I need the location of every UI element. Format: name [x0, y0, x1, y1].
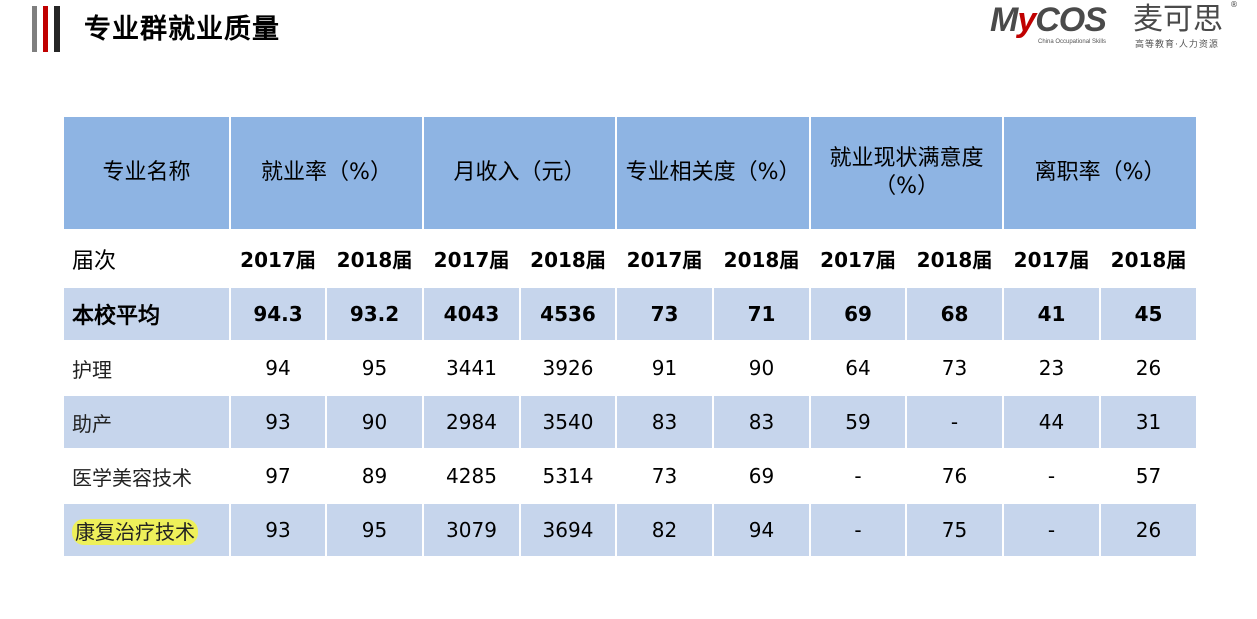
table-cell: 83	[712, 394, 812, 450]
table-cell: 4285	[422, 448, 521, 504]
decor-bar-red	[43, 6, 48, 52]
table-row: 康复治疗技术 93 95 3079 3694 82 94 - 75 - 26	[62, 502, 1199, 558]
employment-quality-table: 专业名称 就业率（%） 月收入（元） 专业相关度（%） 就业现状满意度（%） 离…	[62, 115, 1199, 558]
table-cell: 26	[1099, 340, 1199, 396]
row-label: 本校平均	[62, 286, 231, 342]
row-label: 医学美容技术	[62, 448, 231, 504]
row-label: 助产	[62, 394, 231, 450]
table-cell: 76	[905, 448, 1005, 504]
table-cell: 3441	[422, 340, 521, 396]
col-header-monthly-income: 月收入（元）	[421, 115, 618, 231]
year-cell: 2017届	[809, 229, 908, 288]
table-cell: 82	[615, 502, 715, 558]
col-header-relevance: 专业相关度（%）	[615, 115, 812, 231]
logo-subtitle-en: China Occupational Skills	[1038, 39, 1107, 45]
col-header-major: 专业名称	[62, 115, 231, 231]
table-cell: 94.3	[229, 286, 327, 342]
year-cell: 2017届	[615, 229, 715, 288]
table-cell: 23	[1002, 340, 1102, 396]
table-cell: -	[1002, 448, 1102, 504]
table-cell: 44	[1002, 394, 1102, 450]
table-cell: 59	[809, 394, 908, 450]
table-row: 本校平均 94.3 93.2 4043 4536 73 71 69 68 41 …	[62, 286, 1199, 342]
table-cell: -	[809, 502, 908, 558]
year-cell: 2017届	[1002, 229, 1102, 288]
year-cell: 2018届	[325, 229, 424, 288]
table-cell: 57	[1099, 448, 1199, 504]
table-cell: 94	[229, 340, 327, 396]
table-cell: 3540	[518, 394, 618, 450]
table-cell: 90	[712, 340, 812, 396]
decor-bar-gray	[32, 6, 37, 52]
table-cell: 69	[712, 448, 812, 504]
table-cell: 93	[229, 502, 327, 558]
logo-registered-mark: ®	[1230, 0, 1238, 9]
row-label-highlighted: 康复治疗技术	[62, 502, 231, 558]
table-cell: 69	[809, 286, 908, 342]
table-cell: 71	[712, 286, 812, 342]
cohort-label: 届次	[62, 229, 231, 288]
year-cell: 2018届	[518, 229, 618, 288]
table-cell: 3926	[518, 340, 618, 396]
table-cell: 93	[229, 394, 327, 450]
table-cell: 75	[905, 502, 1005, 558]
table-cell: -	[809, 448, 908, 504]
mycos-logo: MyCOS 麦可思 ® China Occupational Skills 高等…	[990, 0, 1245, 54]
table-cell: 68	[905, 286, 1005, 342]
table-cell: 4536	[518, 286, 618, 342]
logo-brand: MyCOS	[990, 1, 1107, 39]
row-label: 护理	[62, 340, 231, 396]
table-cell: 3079	[422, 502, 521, 558]
table-cell: 2984	[422, 394, 521, 450]
table-cell: 83	[615, 394, 715, 450]
title-decoration	[32, 6, 66, 52]
table-cell: 95	[325, 502, 424, 558]
table-cell: 64	[809, 340, 908, 396]
year-cell: 2018届	[712, 229, 812, 288]
decor-bar-dark	[54, 6, 60, 52]
page-title: 专业群就业质量	[84, 14, 280, 45]
table-cell: -	[1002, 502, 1102, 558]
table-cell: 73	[905, 340, 1005, 396]
table-cell: 95	[325, 340, 424, 396]
table-row: 助产 93 90 2984 3540 83 83 59 - 44 31	[62, 394, 1199, 450]
table-cell: 97	[229, 448, 327, 504]
table-header-row: 专业名称 就业率（%） 月收入（元） 专业相关度（%） 就业现状满意度（%） 离…	[62, 115, 1199, 231]
col-header-satisfaction-text: 就业现状满意度（%）	[829, 146, 984, 199]
table-cell: 3694	[518, 502, 618, 558]
table-cell: -	[905, 394, 1005, 450]
table-cell: 89	[325, 448, 424, 504]
table-cell: 91	[615, 340, 715, 396]
table-row: 医学美容技术 97 89 4285 5314 73 69 - 76 - 57	[62, 448, 1199, 504]
table-cell: 93.2	[325, 286, 424, 342]
year-cell: 2018届	[905, 229, 1005, 288]
table-cell: 73	[615, 448, 715, 504]
table-cell: 31	[1099, 394, 1199, 450]
year-cell: 2017届	[229, 229, 327, 288]
table-cell: 90	[325, 394, 424, 450]
table-row-cohort: 届次 2017届 2018届 2017届 2018届 2017届 2018届 2…	[62, 229, 1199, 288]
table-cell: 94	[712, 502, 812, 558]
logo-subtitle-cn: 高等教育·人力资源	[1135, 40, 1219, 50]
year-cell: 2017届	[422, 229, 521, 288]
table-cell: 73	[615, 286, 715, 342]
table-cell: 26	[1099, 502, 1199, 558]
col-header-employment-rate: 就业率（%）	[229, 115, 424, 231]
table-cell: 4043	[422, 286, 521, 342]
col-header-satisfaction: 就业现状满意度（%）	[809, 115, 1005, 231]
logo-cn-name: 麦可思	[1133, 2, 1223, 37]
col-header-turnover: 离职率（%）	[1002, 115, 1199, 231]
table-cell: 5314	[518, 448, 618, 504]
highlighted-major: 康复治疗技术	[72, 518, 198, 545]
table-cell: 45	[1099, 286, 1199, 342]
year-cell: 2018届	[1099, 229, 1199, 288]
table-cell: 41	[1002, 286, 1102, 342]
table-row: 护理 94 95 3441 3926 91 90 64 73 23 26	[62, 340, 1199, 396]
